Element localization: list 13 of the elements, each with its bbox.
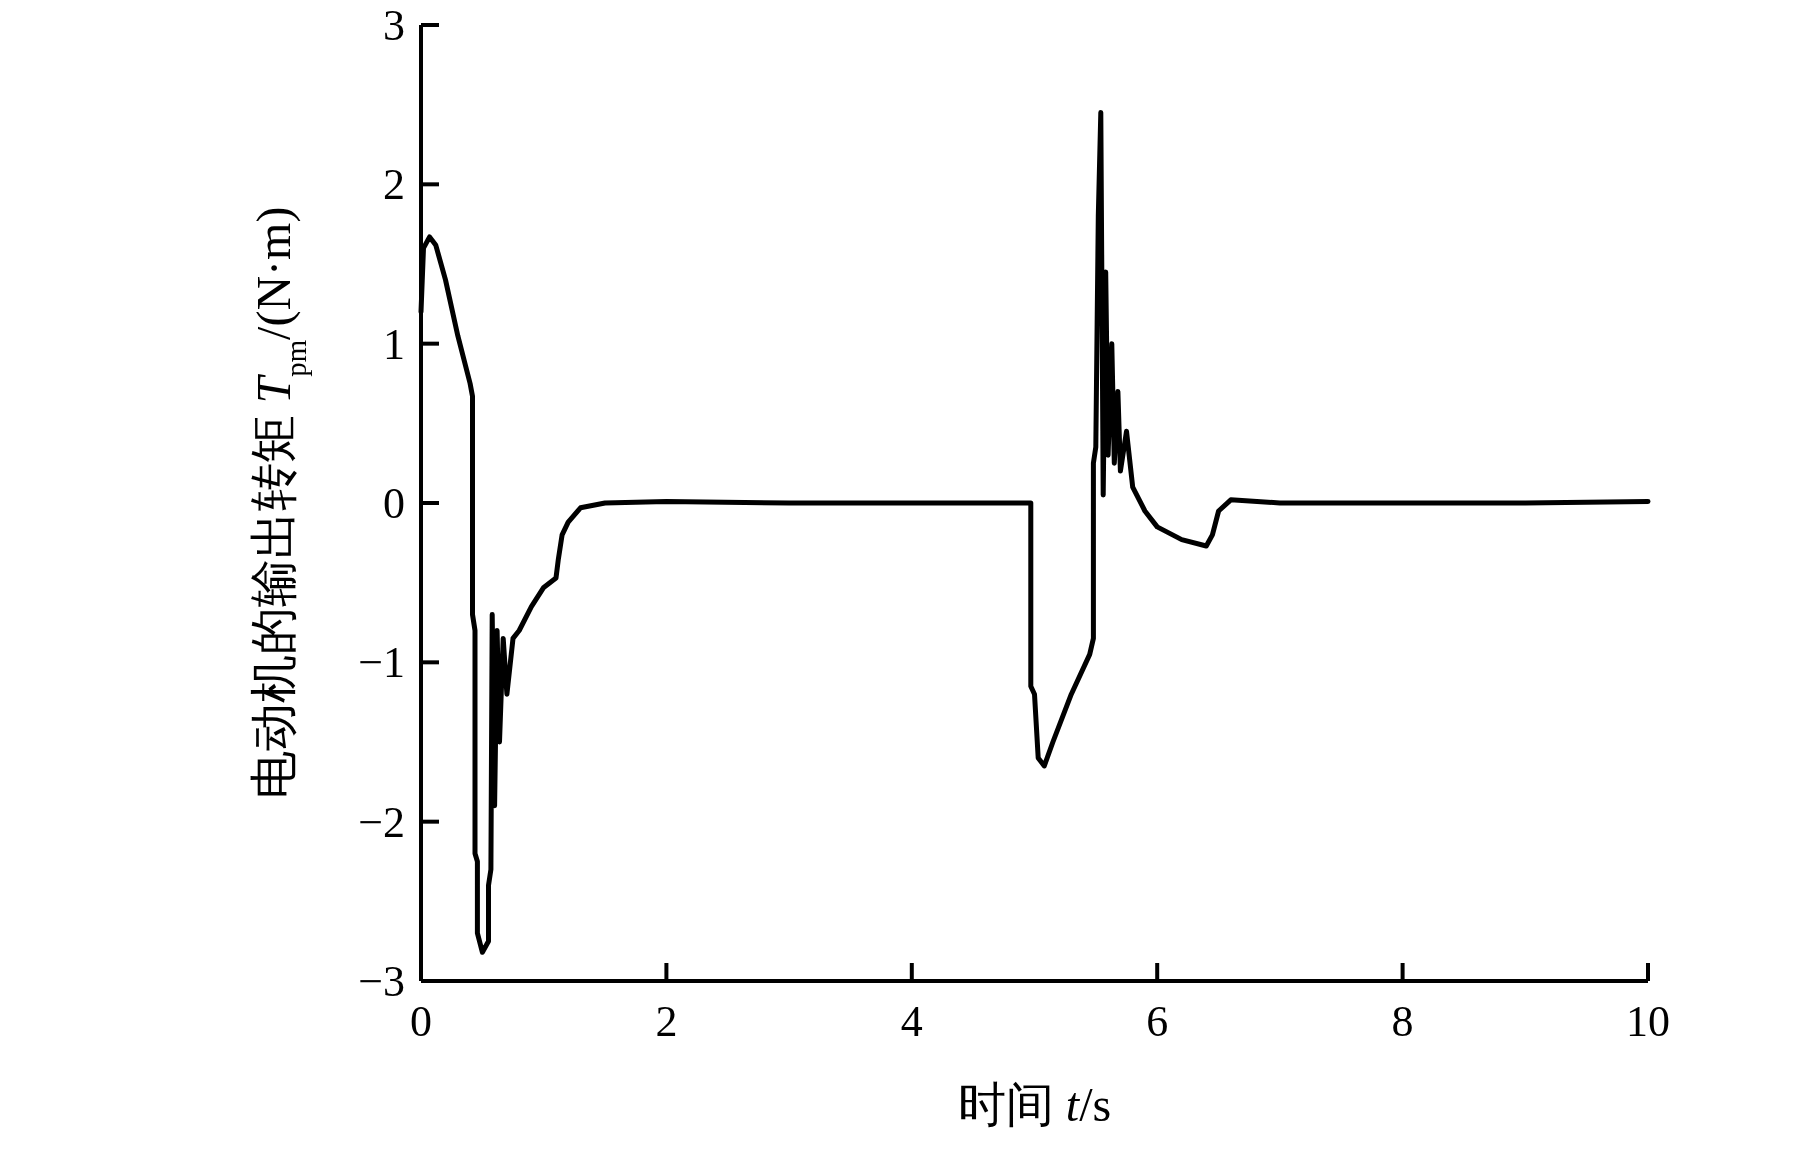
x-tick-label: 8 (1391, 997, 1414, 1046)
y-tick-label: −1 (358, 638, 405, 688)
x-tick-label: 10 (1626, 997, 1670, 1046)
x-tick-label: 4 (900, 997, 923, 1046)
x-tick-label: 2 (655, 997, 678, 1046)
x-axis-title: 时间 t/s (957, 1078, 1112, 1131)
x-tick-label: 6 (1146, 997, 1169, 1046)
y-tick-label: 0 (383, 479, 405, 528)
y-tick-label: −3 (358, 957, 405, 1006)
y-tick-label: 2 (383, 160, 405, 210)
y-tick-label: 1 (383, 319, 405, 369)
y-tick-label: 3 (383, 1, 405, 50)
y-tick-label: −2 (358, 797, 405, 847)
